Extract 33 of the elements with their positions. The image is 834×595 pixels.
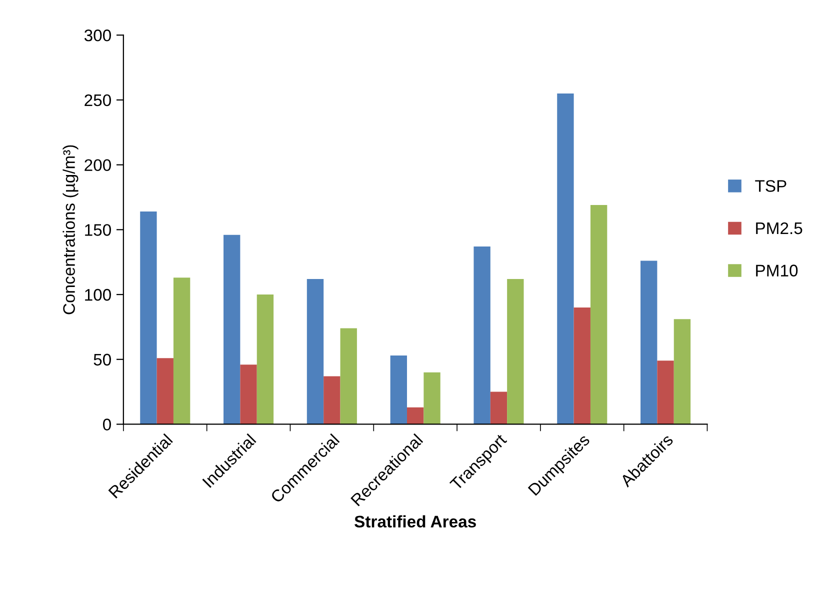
bar — [557, 93, 574, 424]
bar — [324, 376, 340, 424]
y-tick-label: 0 — [103, 418, 111, 430]
bar — [474, 246, 490, 424]
bar — [140, 212, 157, 424]
bar — [256, 294, 274, 424]
y-tick-label: 250 — [84, 94, 111, 106]
y-tick-label: 200 — [84, 159, 111, 172]
bar — [507, 278, 524, 424]
bar — [406, 407, 424, 424]
bar — [340, 328, 357, 424]
bar — [156, 358, 174, 424]
x-axis-title: Stratified Areas — [354, 515, 476, 528]
bar — [657, 360, 674, 424]
bar — [390, 355, 407, 424]
legend-label: PM2.5 — [756, 222, 802, 234]
y-tick-label: 150 — [85, 224, 111, 236]
y-axis-title: Concentrations (µg/m³) — [62, 145, 78, 314]
legend-label: TSP — [755, 180, 786, 192]
bar — [424, 372, 440, 424]
bar — [640, 260, 658, 424]
bar — [574, 307, 590, 424]
bar — [240, 364, 257, 424]
bar — [490, 392, 508, 424]
y-tick-label: 100 — [85, 288, 111, 301]
y-tick-label: 300 — [84, 30, 111, 42]
bar — [173, 278, 190, 424]
bar — [590, 205, 608, 424]
legend-label: PM10 — [756, 264, 798, 276]
y-tick-label: 50 — [94, 354, 111, 366]
bar — [674, 319, 691, 424]
bar — [224, 234, 240, 424]
bar — [306, 278, 324, 424]
